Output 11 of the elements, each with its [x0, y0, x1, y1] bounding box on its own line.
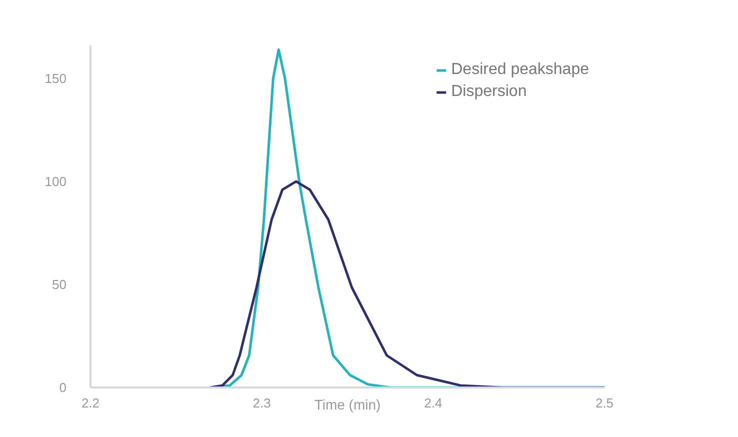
x-tick-label: 2.5	[595, 396, 614, 410]
x-tick-label: 2.2	[81, 396, 100, 410]
legend-label: Desired peakshape	[451, 61, 589, 79]
x-tick-label: 2.4	[424, 396, 442, 410]
legend-label: Dispersion	[451, 83, 527, 101]
y-tick-label: 0	[59, 380, 67, 395]
x-tick-label: 2.3	[252, 396, 271, 410]
x-axis-title: Time (min)	[314, 396, 381, 412]
y-tick-label: 100	[44, 174, 67, 189]
y-tick-label: 50	[52, 276, 67, 292]
y-tick-label: 150	[44, 70, 67, 86]
